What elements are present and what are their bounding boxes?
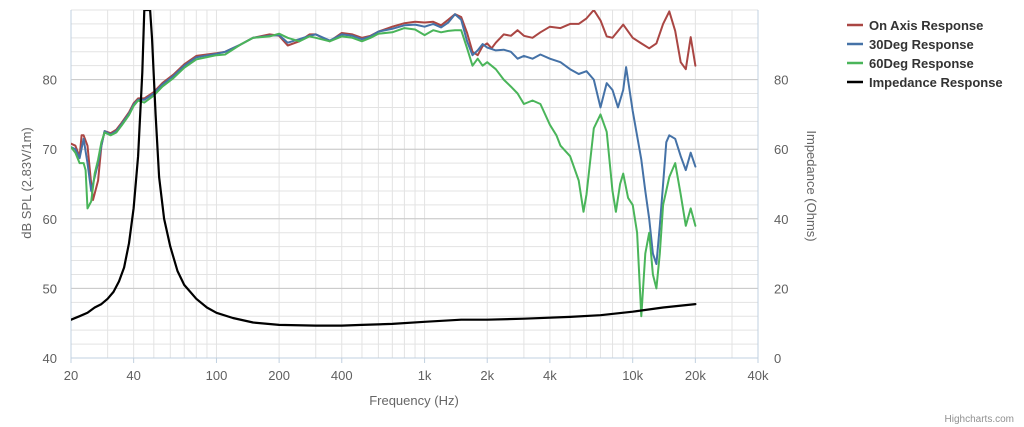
legend: On Axis Response 30Deg Response 60Deg Resp… [847,18,1003,90]
x-tick-label: 400 [331,368,353,383]
y2-tick-label: 40 [774,212,788,227]
x-tick-label: 2k [480,368,494,383]
x-tick-label: 40 [126,368,140,383]
y-tick-label: 50 [43,281,57,296]
x-tick-label: 100 [206,368,228,383]
plot-grid [71,9,758,359]
y-tick-label: 80 [43,73,57,88]
x-tick-label: 200 [268,368,290,383]
y2-tick-label: 20 [774,281,788,296]
plot-area [71,10,758,358]
plot-series [71,10,697,327]
legend-item-30deg-response[interactable]: 30Deg Response [847,37,974,52]
series-line-60deg-response[interactable] [71,27,697,318]
legend-label: Impedance Response [869,75,1003,90]
x-tick-label: 40k [748,368,769,383]
y2-tick-label: 0 [774,351,781,366]
series-line-impedance-response[interactable] [71,10,697,327]
y2-tick-label: 80 [774,73,788,88]
legend-label: On Axis Response [869,18,983,33]
x-axis-title: Frequency (Hz) [369,393,459,408]
x-tick-label: 4k [543,368,557,383]
legend-item-60deg-response[interactable]: 60Deg Response [847,56,974,71]
y-tick-label: 60 [43,212,57,227]
x-tick-label: 10k [622,368,643,383]
legend-label: 60Deg Response [869,56,974,71]
axes [70,10,759,363]
x-tick-label: 20 [64,368,78,383]
y-axis-title: dB SPL (2.83V/1m) [19,127,34,239]
y-tick-label: 70 [43,142,57,157]
tick-labels: 20 40 100 200 400 1k 2k 4k 10k 20k 40k 40 50 60 70 80 0 2… [43,73,789,383]
legend-item-on-axis-response[interactable]: On Axis Response [847,18,983,33]
y2-tick-label: 60 [774,142,788,157]
legend-item-impedance-response[interactable]: Impedance Response [847,75,1003,90]
legend-label: 30Deg Response [869,37,974,52]
highcharts-credit-link[interactable]: Highcharts.com [945,414,1014,425]
x-tick-label: 1k [418,368,432,383]
x-tick-label: 20k [685,368,706,383]
y-tick-label: 40 [43,351,57,366]
y2-axis-title: Impedance (Ohms) [804,130,819,241]
